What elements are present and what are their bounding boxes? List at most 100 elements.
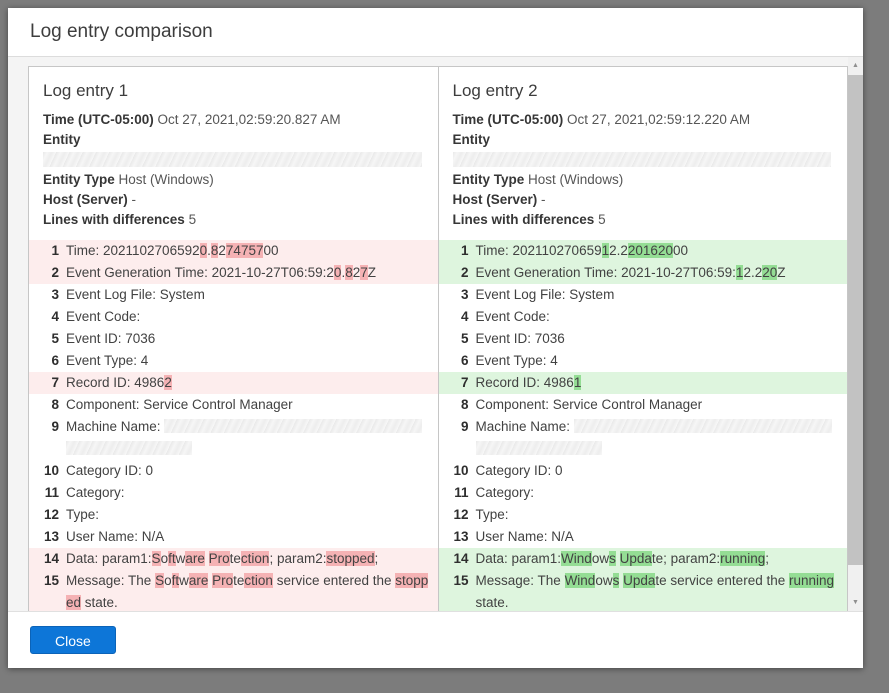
dialog-footer: Close: [8, 612, 863, 668]
diff-highlight: s: [612, 573, 620, 588]
meta-row: Entity: [453, 130, 834, 150]
meta-row: Entity Type Host (Windows): [453, 170, 834, 190]
line-content: Data: param1:Windows Update; param2:runn…: [475, 551, 769, 566]
panel-meta: Time (UTC-05:00) Oct 27, 2021,02:59:12.2…: [452, 110, 834, 230]
log-line-15: 15 Message: The Windows Update service en…: [438, 570, 847, 611]
meta-value: 5: [188, 212, 197, 227]
scroll-up-icon[interactable]: ▲: [852, 61, 859, 69]
line-number: 9: [460, 419, 469, 434]
meta-row: Lines with differences 5: [43, 210, 424, 230]
line-number: 1: [51, 243, 59, 258]
diff-highlight: 7: [360, 265, 368, 280]
line-number: 13: [43, 529, 59, 544]
log-line-9: 9 Machine Name:: [29, 416, 438, 460]
diff-highlight: running: [788, 573, 835, 588]
line-content: Category:: [66, 485, 125, 500]
line-number: 10: [43, 463, 59, 478]
meta-row: Host (Server) -: [453, 190, 834, 210]
log-line-13: 13 User Name: N/A: [29, 526, 438, 548]
line-number: 14: [43, 551, 59, 566]
log-line-7: 7 Record ID: 49861: [438, 372, 847, 394]
diff-highlight: are: [188, 573, 209, 588]
meta-label: Lines with differences: [452, 212, 595, 227]
line-number: 1: [460, 243, 469, 258]
panel-header: Log entry 2 Time (UTC-05:00) Oct 27, 202…: [439, 67, 848, 230]
log-line-3: 3 Event Log File: System: [29, 284, 438, 306]
line-content: Record ID: 49862: [66, 375, 172, 390]
log-line-12: 12 Type:: [439, 504, 848, 526]
meta-value: Oct 27, 2021,02:59:12.220 AM: [567, 112, 751, 127]
meta-label: Lines with differences: [43, 212, 185, 227]
diff-highlight: 0: [333, 265, 342, 280]
redacted-entity-value: [43, 152, 422, 167]
meta-value: 5: [598, 212, 606, 227]
line-content: Time: 20211027065920.827475700: [66, 243, 279, 258]
line-number: 12: [43, 507, 59, 522]
diff-highlight: 1: [735, 265, 744, 280]
diff-highlight: 74757: [225, 243, 264, 258]
line-content: Data: param1:Software Protection; param2…: [66, 551, 379, 566]
line-content: Category:: [475, 485, 535, 500]
line-number: 11: [44, 485, 59, 500]
log-line-11: 11 Category:: [29, 482, 438, 504]
log-line-4: 4 Event Code:: [439, 306, 848, 328]
meta-row: Time (UTC-05:00) Oct 27, 2021,02:59:20.8…: [43, 110, 424, 130]
line-content: Event Generation Time: 2021-10-27T06:59:…: [66, 265, 376, 280]
redacted-text: [475, 441, 602, 455]
line-number: 10: [453, 463, 469, 478]
diff-highlight: 8: [210, 243, 219, 258]
diff-highlight: running: [720, 551, 766, 566]
close-button[interactable]: Close: [30, 626, 116, 654]
panel-lines: 1 Time: 20211027065912.220162000 2 Event Ge…: [438, 240, 848, 611]
diff-highlight: ction: [240, 551, 270, 566]
log-line-1: 1 Time: 20211027065920.827475700: [29, 240, 438, 262]
line-content: Message: The Software Protection service…: [66, 573, 429, 610]
log-line-6: 6 Event Type: 4: [29, 350, 438, 372]
scroll-down-icon[interactable]: ▼: [852, 598, 859, 606]
line-content: Event Log File: System: [475, 287, 615, 302]
meta-row: Host (Server) -: [43, 190, 424, 210]
log-line-5: 5 Event ID: 7036: [29, 328, 438, 350]
meta-value: -: [131, 192, 137, 207]
line-number: 6: [460, 353, 469, 368]
line-number: 4: [460, 309, 469, 324]
meta-label: Entity: [452, 132, 491, 147]
meta-label: Entity Type: [43, 172, 115, 187]
meta-label: Entity: [43, 132, 81, 147]
scrollbar-thumb[interactable]: [848, 75, 863, 565]
line-number: 11: [454, 485, 469, 500]
line-number: 8: [51, 397, 59, 412]
diff-highlight: 201620: [627, 243, 673, 258]
line-content: User Name: N/A: [475, 529, 574, 544]
diff-highlight: Wind: [561, 551, 592, 566]
diff-highlight: are: [185, 551, 205, 566]
line-content: Component: Service Control Manager: [66, 397, 293, 412]
panel-meta: Time (UTC-05:00) Oct 27, 2021,02:59:20.8…: [43, 110, 424, 230]
dialog-title: Log entry comparison: [30, 21, 213, 42]
panel-lines: 1 Time: 20211027065920.827475700 2 Event Ge…: [29, 240, 438, 611]
meta-value: Host (Windows): [118, 172, 214, 187]
log-line-13: 13 User Name: N/A: [439, 526, 848, 548]
log-line-2: 2 Event Generation Time: 2021-10-27T06:59…: [438, 262, 847, 284]
line-content: Event Code:: [475, 309, 550, 324]
log-line-15: 15 Message: The Software Protection servi…: [29, 570, 438, 611]
diff-highlight: stopped: [326, 551, 375, 566]
diff-highlight: 0: [199, 243, 208, 258]
dialog-body: Log entry 1 Time (UTC-05:00) Oct 27, 202…: [8, 57, 863, 612]
vertical-scrollbar[interactable]: ▲ ▼: [848, 57, 863, 611]
line-number: 2: [51, 265, 59, 280]
line-content: Event Generation Time: 2021-10-27T06:59:…: [475, 265, 786, 280]
log-line-14: 14 Data: param1:Windows Update; param2:ru…: [438, 548, 847, 570]
line-number: 9: [51, 419, 59, 434]
line-content: Category ID: 0: [475, 463, 563, 478]
line-content: Record ID: 49861: [475, 375, 582, 390]
diff-highlight: 20: [762, 265, 778, 280]
diff-highlight: ft: [168, 551, 176, 566]
line-number: 7: [460, 375, 469, 390]
log-entry-panel-2: Log entry 2 Time (UTC-05:00) Oct 27, 202…: [437, 67, 848, 611]
log-line-4: 4 Event Code:: [29, 306, 438, 328]
log-line-6: 6 Event Type: 4: [439, 350, 848, 372]
meta-label: Time (UTC-05:00): [452, 112, 564, 127]
line-number: 4: [51, 309, 59, 324]
log-line-5: 5 Event ID: 7036: [439, 328, 848, 350]
